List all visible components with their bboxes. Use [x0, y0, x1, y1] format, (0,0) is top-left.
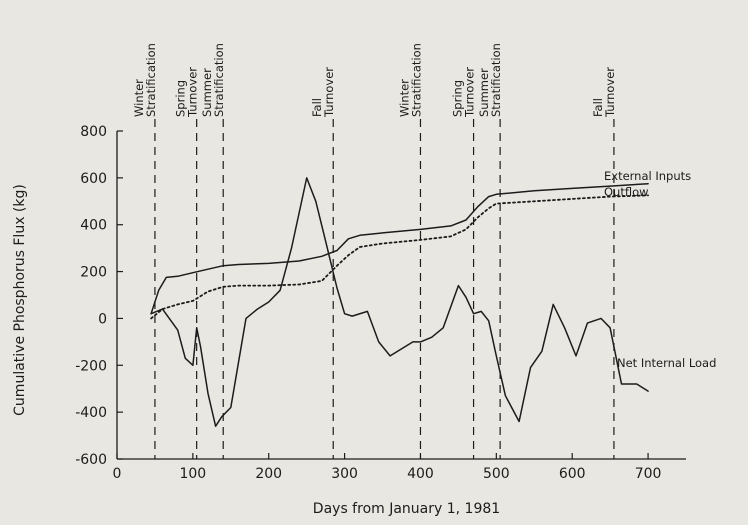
series-label-outflow: Outflow [604, 185, 649, 199]
y-tick-label: -600 [75, 452, 107, 468]
series-label-external-inputs: External Inputs [604, 169, 691, 183]
x-tick-label: 400 [407, 466, 434, 482]
y-tick-label: 400 [80, 218, 107, 234]
phase-label-line: Turnover [603, 67, 617, 118]
y-tick-label: 600 [80, 171, 107, 187]
phase-label-line: Winter [397, 79, 411, 117]
phase-label-line: Turnover [322, 67, 336, 118]
phase-label-line: Turnover [186, 67, 200, 118]
phase-label-line: Spring [174, 80, 188, 117]
y-tick-label: 800 [80, 124, 107, 140]
series-outflow [150, 194, 649, 320]
phase-label-line: Stratification [144, 43, 158, 117]
phase-label-line: Summer [200, 68, 214, 117]
phase-label-line: Stratification [212, 43, 226, 117]
x-tick-label: 700 [635, 466, 662, 482]
series-net-internal-load [150, 177, 649, 427]
y-tick-label: -400 [75, 405, 107, 421]
x-tick-label: 300 [331, 466, 358, 482]
y-tick-label: -200 [75, 358, 107, 374]
y-tick-label: 0 [98, 311, 107, 327]
x-tick-label: 600 [559, 466, 586, 482]
y-tick-label: 200 [80, 265, 107, 281]
y-ticks: -600 -400 -200 0 200 400 600 800 [75, 124, 123, 468]
x-ticks: 0 100 200 300 400 500 600 700 [113, 453, 662, 482]
phase-label-line: Stratification [489, 43, 503, 117]
phase-label-line: Fall [591, 98, 605, 117]
phase-label-line: Fall [310, 98, 324, 117]
phase-label-line: Turnover [463, 67, 477, 118]
series-external-inputs [150, 182, 649, 315]
phase-label-line: Spring [451, 80, 465, 117]
x-axis-title: Days from January 1, 1981 [313, 501, 500, 517]
phase-label-line: Winter [132, 79, 146, 117]
x-tick-label: 100 [179, 466, 206, 482]
series-group [150, 177, 649, 427]
x-tick-label: 200 [255, 466, 282, 482]
y-axis-title: Cumulative Phosphorus Flux (kg) [12, 184, 28, 416]
phase-label-line: Summer [477, 68, 491, 117]
series-label-net-internal-load: Net Internal Load [617, 356, 716, 370]
series-labels: External Inputs Outflow Net Internal Load [604, 169, 716, 370]
phase-label-line: Stratification [409, 43, 423, 117]
x-tick-label: 500 [483, 466, 510, 482]
x-tick-label: 0 [113, 466, 122, 482]
axes: 0 100 200 300 400 500 600 700 -600 -400 -200 0 200 4… [75, 124, 686, 482]
